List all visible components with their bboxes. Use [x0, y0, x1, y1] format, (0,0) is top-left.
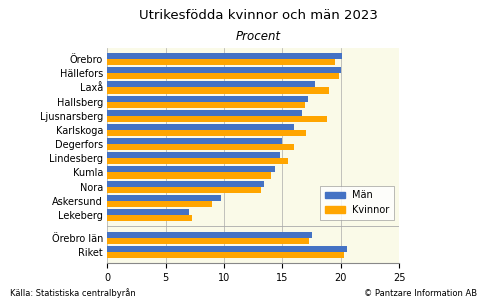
- Text: Procent: Procent: [236, 30, 281, 43]
- Bar: [107, 116, 327, 122]
- Bar: [107, 138, 282, 144]
- Bar: [107, 195, 221, 201]
- Bar: [107, 252, 344, 258]
- Bar: [107, 73, 338, 79]
- Bar: [107, 81, 315, 88]
- Bar: [107, 173, 271, 179]
- Bar: [107, 130, 306, 136]
- Bar: [107, 67, 341, 73]
- Bar: [107, 215, 192, 221]
- Bar: [107, 96, 308, 102]
- Legend: Män, Kvinnor: Män, Kvinnor: [320, 186, 394, 220]
- Bar: [107, 201, 212, 207]
- Text: Utrikesfödda kvinnor och män 2023: Utrikesfödda kvinnor och män 2023: [139, 9, 377, 22]
- Text: Källa: Statistiska centralbyrån: Källa: Statistiska centralbyrån: [10, 288, 135, 298]
- Bar: [107, 88, 329, 94]
- Bar: [107, 152, 280, 158]
- Bar: [107, 110, 302, 116]
- Bar: [107, 124, 294, 130]
- Bar: [107, 209, 189, 215]
- Bar: [107, 102, 305, 108]
- Bar: [107, 187, 262, 193]
- Bar: [107, 53, 342, 59]
- Bar: [107, 181, 264, 187]
- Bar: [107, 144, 294, 150]
- Bar: [107, 158, 288, 164]
- Bar: [107, 167, 276, 173]
- Bar: [107, 238, 309, 244]
- Bar: [107, 246, 347, 252]
- Text: © Pantzare Information AB: © Pantzare Information AB: [364, 289, 477, 298]
- Bar: [107, 232, 312, 238]
- Bar: [107, 59, 335, 65]
